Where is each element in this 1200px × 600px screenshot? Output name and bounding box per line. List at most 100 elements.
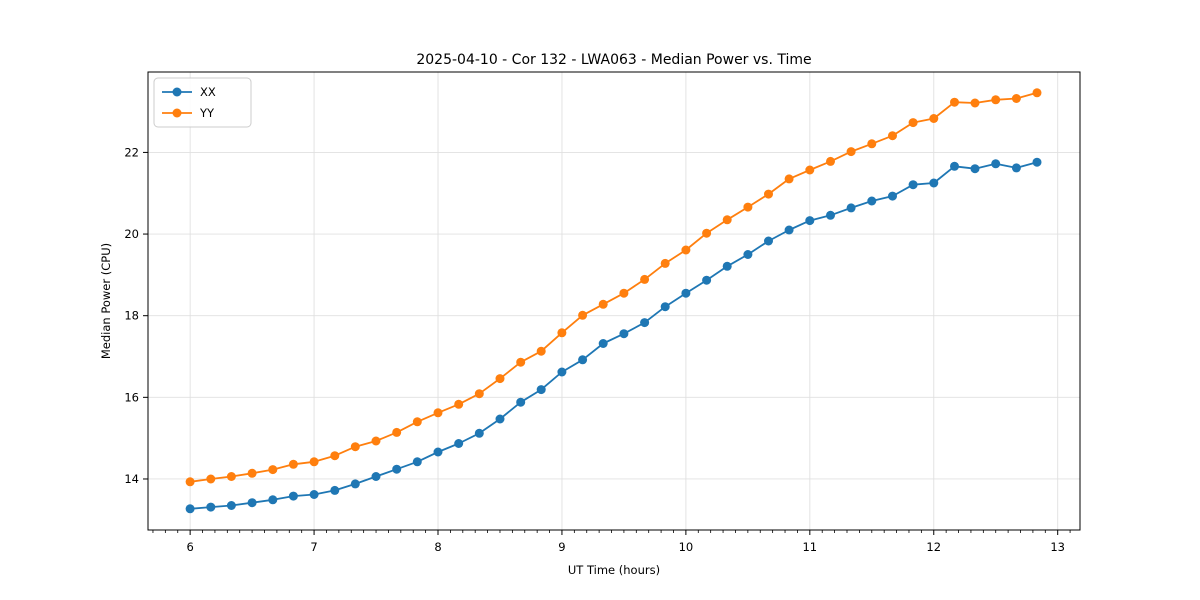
series-yy-marker	[743, 202, 753, 212]
series-yy-marker	[640, 274, 650, 284]
series-xx-marker	[557, 367, 567, 377]
series-yy-marker	[702, 228, 712, 238]
legend-marker-yy	[172, 108, 182, 118]
series-xx-marker	[371, 472, 381, 481]
series-yy-marker	[908, 118, 918, 128]
x-tick-label: 9	[558, 540, 565, 554]
series-xx-marker	[640, 318, 650, 328]
axis-ticks	[143, 151, 1071, 535]
series-xx-marker	[578, 355, 588, 365]
series-yy-marker	[557, 328, 567, 338]
series-xx-marker	[908, 180, 918, 190]
legend-marker-xx	[172, 87, 182, 97]
series-yy-marker	[309, 457, 319, 467]
series-xx-marker	[991, 159, 1001, 169]
series-xx-marker	[1032, 157, 1042, 167]
series-xx-marker	[206, 502, 216, 512]
series-xx-marker	[929, 178, 939, 188]
legend: XX YY	[153, 77, 252, 128]
series-xx-marker	[495, 414, 505, 424]
series-yy-marker	[929, 114, 939, 123]
series-xx-marker	[247, 498, 257, 508]
series-yy-marker	[206, 474, 216, 484]
series-xx-marker	[660, 302, 670, 312]
series-yy-marker	[495, 374, 505, 384]
x-tick-label: 10	[679, 540, 694, 554]
series-yy-marker	[722, 215, 732, 225]
series-xx-marker	[350, 479, 360, 489]
series-yy-marker	[970, 98, 980, 108]
series-yy-marker	[350, 442, 360, 452]
series-xx-marker	[722, 261, 732, 271]
series-yy-marker	[888, 131, 897, 141]
series-yy-marker	[660, 258, 670, 268]
y-tick-label: 20	[124, 227, 139, 241]
series-xx-marker	[454, 439, 464, 448]
grid	[148, 72, 1080, 530]
series-yy-marker	[392, 427, 402, 437]
series-yy-marker	[681, 245, 691, 255]
y-tick-label: 18	[124, 309, 139, 323]
series-xx-marker	[764, 236, 773, 246]
series-xx-marker	[867, 196, 877, 206]
x-tick-label: 8	[434, 540, 441, 554]
series-yy-marker	[1032, 88, 1042, 98]
series-xx-marker	[805, 216, 815, 226]
y-axis-label: Median Power (CPU)	[99, 243, 113, 359]
series-yy-marker	[516, 357, 526, 367]
series-xx-marker	[1011, 163, 1021, 173]
x-tick-label: 13	[1050, 540, 1065, 554]
series-xx-marker	[412, 457, 422, 467]
series-xx-marker	[846, 203, 856, 213]
axis-tick-labels: 6 7 8 9 10 11 12 13 14 16 18 20 22	[124, 145, 1065, 554]
series-yy-marker	[867, 139, 877, 149]
series-xx-marker	[392, 464, 402, 474]
y-tick-label: 16	[124, 390, 139, 404]
series-yy-marker	[433, 408, 443, 418]
series-yy-marker	[474, 389, 484, 399]
series-xx-marker	[474, 428, 484, 438]
chart-title: 2025-04-10 - Cor 132 - LWA063 - Median P…	[416, 52, 811, 68]
series-xx-marker	[598, 339, 608, 348]
x-axis-label: UT Time (hours)	[568, 563, 660, 577]
series-xx-marker	[309, 490, 319, 499]
series-xx-marker	[185, 504, 195, 514]
series-xx-marker	[826, 210, 835, 220]
series-yy-marker	[578, 310, 588, 320]
series-xx-marker	[619, 329, 629, 339]
series-yy-marker	[247, 468, 257, 478]
series-yy-marker	[784, 174, 794, 184]
series-xx-marker	[288, 491, 298, 501]
series-yy-marker	[371, 436, 381, 446]
series-xx-line	[189, 161, 1038, 510]
series-yy-marker	[288, 459, 298, 469]
series-yy-marker	[1011, 94, 1021, 103]
series-yy-marker	[330, 451, 340, 461]
y-tick-label: 14	[124, 472, 139, 486]
series-yy-marker	[805, 165, 815, 175]
y-tick-label: 22	[124, 145, 139, 159]
x-tick-label: 12	[926, 540, 941, 554]
series-xx-marker	[268, 495, 278, 505]
series-yy-marker	[619, 288, 629, 298]
data-series	[185, 88, 1042, 514]
series-yy-line	[189, 91, 1038, 483]
series-xx-marker	[681, 288, 691, 298]
series-xx-marker	[702, 275, 712, 285]
series-xx-marker	[970, 164, 980, 174]
x-tick-label: 6	[186, 540, 193, 554]
series-yy-marker	[412, 417, 422, 427]
series-yy-marker	[226, 472, 236, 481]
series-yy-marker	[764, 189, 773, 199]
legend-label-xx: XX	[200, 85, 216, 99]
series-yy-marker	[454, 399, 464, 409]
series-yy-marker	[950, 97, 959, 107]
series-xx-marker	[743, 250, 753, 259]
series-yy-marker	[536, 346, 546, 356]
legend-label-yy: YY	[199, 106, 215, 120]
series-yy-marker	[826, 156, 835, 166]
series-xx-marker	[536, 385, 546, 395]
series-xx-marker	[888, 191, 897, 201]
series-yy-marker	[185, 477, 195, 487]
